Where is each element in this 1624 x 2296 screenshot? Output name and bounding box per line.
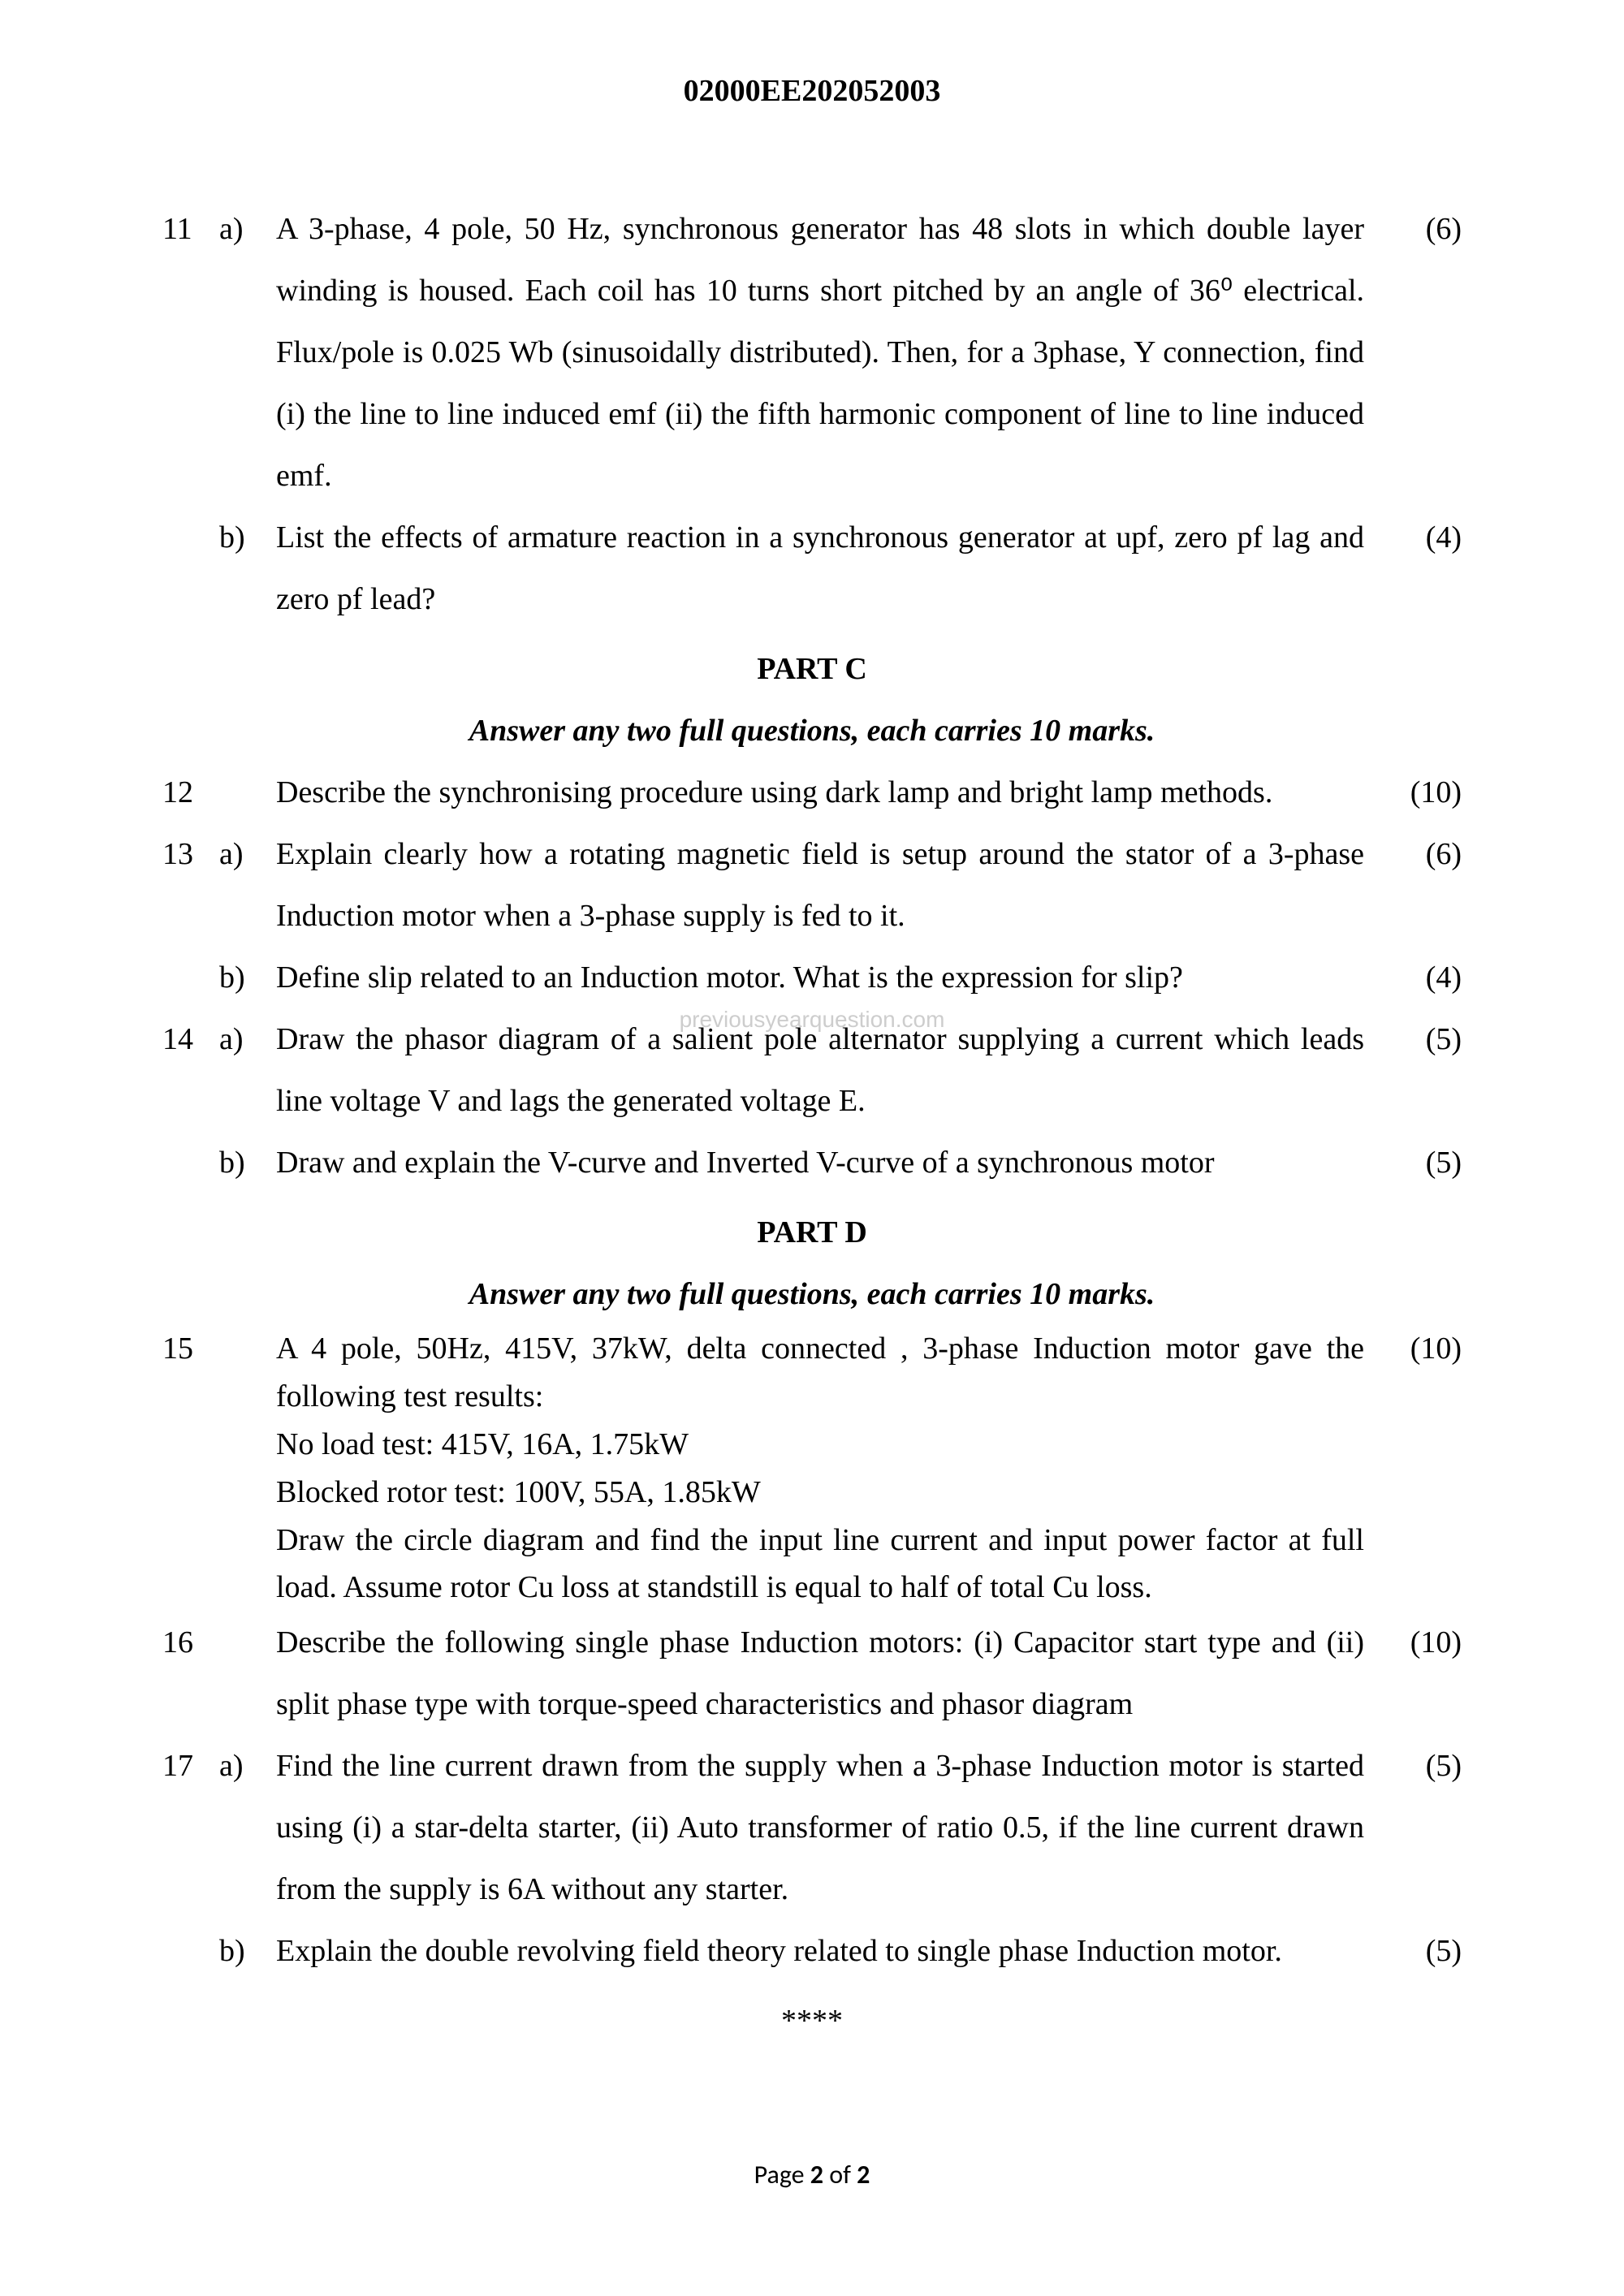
exam-page: 02000EE202052003 11 a) A 3-phase, 4 pole… — [0, 0, 1624, 2296]
question-number: 13 — [162, 823, 219, 885]
question-text: Draw and explain the V-curve and Inverte… — [276, 1132, 1389, 1193]
question-sub: a) — [219, 823, 276, 885]
question-marks: (5) — [1389, 1735, 1462, 1797]
page-footer: Page 2 of 2 — [0, 2159, 1624, 2190]
question-sub: a) — [219, 198, 276, 260]
question-marks: (4) — [1389, 507, 1462, 568]
question-sub: a) — [219, 1008, 276, 1070]
end-marker: **** — [162, 1990, 1462, 2052]
question-number: 17 — [162, 1735, 219, 1797]
question-marks: (5) — [1389, 1008, 1462, 1070]
part-d-title: PART D — [162, 1202, 1462, 1263]
question-row: b) Draw and explain the V-curve and Inve… — [162, 1132, 1462, 1193]
question-marks: (6) — [1389, 823, 1462, 885]
part-c-title: PART C — [162, 638, 1462, 700]
question-row: 11 a) A 3-phase, 4 pole, 50 Hz, synchron… — [162, 198, 1462, 507]
question-text: List the effects of armature reaction in… — [276, 507, 1389, 630]
footer-total-pages: 2 — [857, 2159, 870, 2190]
question-text-line: No load test: 415V, 16A, 1.75kW — [276, 1421, 1364, 1469]
question-text: A 4 pole, 50Hz, 415V, 37kW, delta connec… — [276, 1325, 1389, 1612]
question-row: 17 a) Find the line current drawn from t… — [162, 1735, 1462, 1920]
question-text: A 3-phase, 4 pole, 50 Hz, synchronous ge… — [276, 198, 1389, 507]
part-d-instruction: Answer any two full questions, each carr… — [162, 1263, 1462, 1325]
paper-code-header: 02000EE202052003 — [162, 73, 1462, 109]
footer-sep: of — [823, 2159, 857, 2190]
question-marks: (10) — [1389, 762, 1462, 823]
content-area: 11 a) A 3-phase, 4 pole, 50 Hz, synchron… — [162, 198, 1462, 2052]
question-text-line: Draw the circle diagram and find the inp… — [276, 1517, 1364, 1612]
question-row: 12 Describe the synchronising procedure … — [162, 762, 1462, 823]
question-row: b) Explain the double revolving field th… — [162, 1920, 1462, 1982]
question-text: Define slip related to an Induction moto… — [276, 947, 1389, 1008]
question-row: 14 a) Draw the phasor diagram of a salie… — [162, 1008, 1462, 1132]
question-text: Explain clearly how a rotating magnetic … — [276, 823, 1389, 947]
question-marks: (5) — [1389, 1132, 1462, 1193]
question-text-line: A 4 pole, 50Hz, 415V, 37kW, delta connec… — [276, 1325, 1364, 1421]
question-sub: a) — [219, 1735, 276, 1797]
question-text: Describe the following single phase Indu… — [276, 1612, 1389, 1735]
question-row: 16 Describe the following single phase I… — [162, 1612, 1462, 1735]
question-text: Find the line current drawn from the sup… — [276, 1735, 1389, 1920]
question-number: 12 — [162, 762, 219, 823]
question-row: 13 a) Explain clearly how a rotating mag… — [162, 823, 1462, 947]
question-marks: (4) — [1389, 947, 1462, 1008]
question-marks: (10) — [1389, 1325, 1462, 1373]
question-number: 16 — [162, 1612, 219, 1673]
question-text: Describe the synchronising procedure usi… — [276, 762, 1389, 823]
question-number: 11 — [162, 198, 219, 260]
question-marks: (5) — [1389, 1920, 1462, 1982]
question-marks: (10) — [1389, 1612, 1462, 1673]
question-row: b) Define slip related to an Induction m… — [162, 947, 1462, 1008]
question-sub: b) — [219, 947, 276, 1008]
question-row: 15 A 4 pole, 50Hz, 415V, 37kW, delta con… — [162, 1325, 1462, 1612]
footer-prefix: Page — [754, 2159, 810, 2190]
question-text: Explain the double revolving field theor… — [276, 1920, 1389, 1982]
question-number: 15 — [162, 1325, 219, 1373]
question-sub: b) — [219, 1132, 276, 1193]
part-c-instruction: Answer any two full questions, each carr… — [162, 700, 1462, 762]
question-text: Draw the phasor diagram of a salient pol… — [276, 1008, 1389, 1132]
question-marks: (6) — [1389, 198, 1462, 260]
question-text-line: Blocked rotor test: 100V, 55A, 1.85kW — [276, 1469, 1364, 1517]
question-number: 14 — [162, 1008, 219, 1070]
question-row: b) List the effects of armature reaction… — [162, 507, 1462, 630]
question-sub: b) — [219, 1920, 276, 1982]
footer-current-page: 2 — [810, 2159, 823, 2190]
question-sub: b) — [219, 507, 276, 568]
